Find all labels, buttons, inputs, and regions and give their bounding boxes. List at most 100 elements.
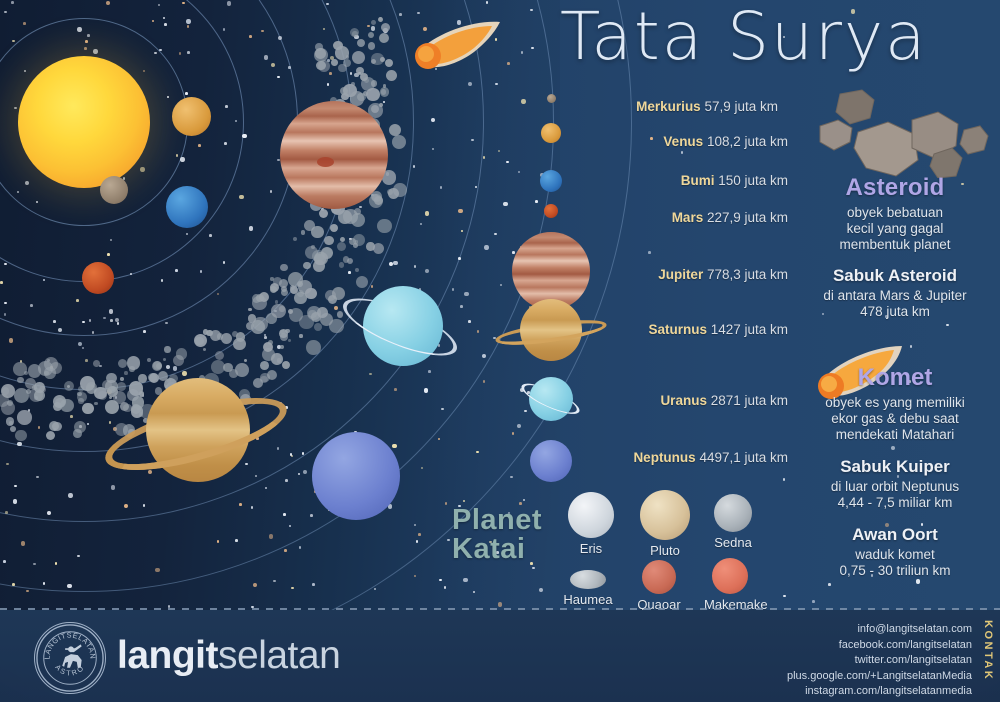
oort-line-1: waduk komet bbox=[855, 546, 935, 562]
contact-line[interactable]: instagram.com/langitselatanmedia bbox=[805, 685, 972, 698]
contact-line[interactable]: facebook.com/langitselatan bbox=[838, 638, 972, 651]
star bbox=[84, 47, 87, 50]
star bbox=[175, 269, 178, 272]
asteroid-belt-dot bbox=[267, 339, 273, 345]
asteroid-belt-dot bbox=[34, 390, 46, 402]
star bbox=[277, 35, 283, 40]
star bbox=[5, 510, 8, 514]
asteroid-cluster-icon bbox=[819, 89, 989, 178]
star bbox=[42, 582, 46, 585]
star bbox=[812, 600, 816, 603]
asteroid-belt-dot bbox=[235, 332, 246, 342]
contact-line[interactable]: plus.google.com/+LangitselatanMedia bbox=[787, 669, 972, 682]
star bbox=[260, 29, 264, 33]
planet-name: Merkurius bbox=[636, 99, 701, 114]
asteroid-desc-line-3: membentuk planet bbox=[839, 236, 951, 252]
star bbox=[151, 19, 155, 23]
star bbox=[269, 189, 273, 193]
star bbox=[431, 147, 435, 151]
star bbox=[110, 485, 116, 490]
asteroid-belt-dot bbox=[64, 381, 75, 392]
star bbox=[185, 232, 189, 236]
contact-line[interactable]: twitter.com/langitselatan bbox=[854, 654, 972, 667]
star bbox=[226, 1, 232, 6]
oort-heading: Awan Oort bbox=[852, 524, 938, 544]
asteroid-belt-dot bbox=[379, 17, 383, 21]
asteroid-belt-heading: Sabuk Asteroid bbox=[832, 265, 958, 285]
asteroid-belt-dot bbox=[215, 350, 225, 361]
asteroid-belt-dot bbox=[245, 322, 254, 331]
star bbox=[680, 151, 684, 154]
asteroid-belt-dot bbox=[294, 291, 307, 304]
star bbox=[76, 299, 79, 302]
asteroid-belt-dot bbox=[109, 395, 113, 400]
asteroid-belt-dot bbox=[17, 376, 24, 384]
star bbox=[413, 574, 417, 578]
star bbox=[885, 315, 888, 318]
page-title: Tata Surya bbox=[560, 0, 928, 75]
star bbox=[285, 479, 288, 482]
star bbox=[348, 271, 351, 274]
asteroid-belt-dot bbox=[273, 276, 283, 286]
asteroid-belt-dot bbox=[138, 374, 147, 383]
star bbox=[277, 344, 282, 350]
star bbox=[456, 20, 462, 25]
asteroid-belt-dot bbox=[290, 286, 299, 295]
saturn-size-globe bbox=[520, 299, 582, 361]
asteroid-belt-dot bbox=[119, 401, 130, 411]
asteroid-belt-dot bbox=[77, 391, 82, 397]
planet-row-neptunus: Neptunus 4497,1 juta km bbox=[633, 450, 788, 465]
asteroid-belt-dot bbox=[316, 61, 326, 71]
contact-line[interactable]: info@langitselatan.com bbox=[857, 623, 972, 635]
asteroid-belt-dot bbox=[367, 31, 374, 38]
star bbox=[277, 75, 281, 79]
star bbox=[420, 466, 424, 470]
star bbox=[77, 27, 82, 32]
logo-arc-bottom-text: ASTRO bbox=[53, 663, 84, 678]
star bbox=[93, 49, 98, 54]
star bbox=[302, 469, 308, 475]
star bbox=[301, 452, 305, 456]
star bbox=[239, 503, 243, 507]
great-red-spot bbox=[316, 157, 334, 168]
asteroid-belt-dot bbox=[269, 285, 278, 294]
planet-row-saturnus: Saturnus 1427 juta km bbox=[648, 322, 788, 337]
star bbox=[263, 55, 268, 60]
star bbox=[142, 504, 146, 507]
asteroid-belt-dot bbox=[147, 357, 152, 362]
asteroid-belt-dot bbox=[172, 354, 185, 367]
star bbox=[359, 205, 362, 209]
asteroid-belt-dot bbox=[315, 43, 323, 52]
star bbox=[325, 2, 329, 6]
star bbox=[182, 1, 185, 5]
footer-divider bbox=[0, 608, 1000, 610]
star bbox=[460, 229, 464, 233]
asteroid-belt-dot bbox=[34, 382, 45, 393]
kuiper-line-2: 4,44 - 7,5 miliar km bbox=[837, 494, 953, 510]
star bbox=[19, 360, 23, 363]
star bbox=[116, 322, 120, 325]
asteroid-belt-dot bbox=[117, 382, 126, 391]
asteroid-belt-dot bbox=[280, 263, 289, 272]
scene-planet-neptune bbox=[312, 432, 400, 520]
asteroid-belt-dot bbox=[106, 372, 117, 384]
asteroid-belt-dot bbox=[168, 374, 179, 384]
asteroid-desc-line-1: obyek bebatuan bbox=[846, 205, 944, 220]
planet-name: Venus bbox=[663, 134, 704, 149]
dwarf-planet-haumea: Haumea bbox=[562, 562, 614, 607]
star bbox=[530, 8, 533, 12]
brand-bold: langit bbox=[117, 634, 219, 677]
star bbox=[503, 201, 508, 207]
star bbox=[530, 562, 533, 565]
star bbox=[485, 0, 489, 4]
asteroid-belt-dot bbox=[175, 347, 188, 360]
asteroid-belt-dot bbox=[123, 371, 128, 375]
size-planet-jupiter bbox=[512, 232, 590, 310]
asteroid-belt-dot bbox=[0, 400, 15, 415]
star bbox=[494, 38, 498, 41]
star bbox=[82, 320, 85, 324]
asteroid-belt-dot bbox=[342, 58, 351, 67]
star bbox=[531, 566, 535, 570]
asteroid-belt-dot bbox=[352, 31, 358, 37]
asteroid-belt-dot bbox=[14, 388, 30, 404]
